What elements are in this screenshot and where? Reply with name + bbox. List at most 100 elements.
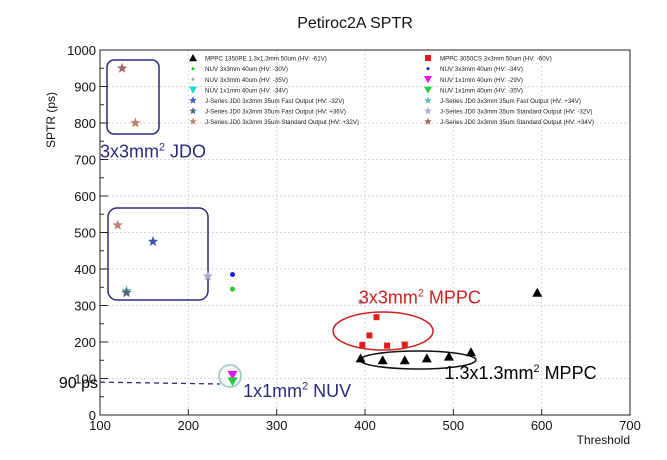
data-point (366, 332, 373, 339)
legend: MPPC 1350PE 1.3x1.3mm 50um (HV: -61V) MPP… (189, 54, 594, 126)
marker-star (424, 107, 432, 115)
marker-circle (426, 67, 430, 71)
series (227, 377, 238, 387)
x-tick-label: 600 (531, 418, 553, 433)
series (116, 62, 128, 73)
legend-label: J-Series JD0 3x3mm 35um Standard Output … (440, 119, 594, 126)
data-point (358, 299, 364, 305)
legend-entry: J-Series JD0 3x3mm 35um Fast Output (HV:… (189, 96, 344, 105)
axis-ticks: 100 200 300 400 500 600 7000100200300400500600… (67, 43, 641, 433)
annotations: 3x3mm2 JDO 3x3mm2 MPPC 1.3x1.3mm2 MPPC 1x1m… (59, 141, 597, 400)
legend-entry: J-Series JD0 3x3mm 35um Fast Output (HV:… (189, 107, 346, 116)
legend-label: NUV 1x1mm 40um (HV: -34V) (205, 87, 288, 94)
series (358, 299, 364, 305)
y-tick-label: 900 (74, 80, 96, 95)
data-point (355, 353, 366, 363)
marker-triangle (189, 54, 197, 62)
legend-label: NUV 3x3mm 40um (HV: -34V) (440, 66, 523, 73)
legend-label: J-Series JD0 3x3mm 35um Fast Output (HV:… (205, 109, 346, 116)
x-tick-label: 400 (354, 418, 376, 433)
legend-entry: J-Series JD0 3x3mm 35um Standard Output … (189, 117, 359, 126)
legend-label: NUV 3x3mm 40um (HV: -30V) (205, 66, 288, 73)
series (112, 117, 141, 230)
marker-circle (191, 77, 195, 81)
legend-label: J-Series JD0 3x3mm 35um Fast Output (HV:… (205, 98, 344, 105)
data-point (230, 271, 235, 277)
x-tick-label: 200 (177, 418, 199, 433)
marker-circle (191, 67, 195, 71)
legend-label: NUV 3x3mm 40um (HV: -35V) (205, 77, 288, 84)
series (227, 370, 238, 380)
marker-star (189, 96, 197, 104)
marker-square (425, 55, 431, 61)
data-point (230, 286, 235, 292)
legend-entry: NUV 3x3mm 40um (HV: -30V) (191, 66, 288, 73)
data-point (421, 353, 432, 363)
annotation-label: 3x3mm2 MPPC (359, 287, 481, 307)
marker-star (189, 107, 197, 115)
series (202, 270, 213, 281)
jdo-high-group-box (106, 59, 160, 135)
legend-entry: NUV 1x1mm 40um (HV: -34V) (189, 86, 288, 94)
x-tick-label: 500 (442, 418, 464, 433)
legend-label: MPPC 1350PE 1.3x1.3mm 50um (HV: -61V) (205, 56, 327, 63)
y-tick-label: 1000 (67, 43, 96, 58)
data-point (373, 314, 380, 321)
y-tick-label: 300 (74, 299, 96, 314)
x-tick-label: 300 (266, 418, 288, 433)
annotation-label: 1x1mm2 NUV (243, 381, 351, 401)
legend-label: MPPC 3050CS 3x3mm 50um (HV: -60V) (440, 56, 552, 63)
annotation-label: 90 ps (59, 375, 98, 392)
y-tick-label: 100 (74, 372, 96, 387)
series (230, 286, 235, 292)
y-tick-label: 500 (74, 226, 96, 241)
reference-90ps-line (99, 381, 221, 385)
data-point (116, 62, 128, 73)
y-tick-label: 600 (74, 189, 96, 204)
series (355, 287, 543, 365)
marker-star (424, 96, 432, 104)
data-point (443, 351, 454, 361)
data-point (227, 377, 238, 387)
data-point (227, 370, 238, 380)
legend-label: NUV 1x1mm 40um (HV: -35V) (440, 87, 523, 94)
series (230, 271, 235, 277)
series (359, 314, 408, 349)
chart-title: Petiroc2A SPTR (297, 15, 413, 32)
data-point (401, 341, 408, 348)
legend-entry: MPPC 1350PE 1.3x1.3mm 50um (HV: -61V) (189, 54, 327, 63)
y-tick-label: 700 (74, 153, 96, 168)
y-tick-label: 0 (89, 408, 96, 423)
data-points (112, 62, 543, 387)
legend-label: J-Series JD0 3x3mm 35um Standard Output … (440, 109, 592, 116)
legend-entry: J-Series JD0 3x3mm 35um Standard Output … (424, 107, 592, 116)
data-point (384, 342, 391, 349)
data-point (399, 355, 410, 365)
legend-label: J-Series JD0 3x3mm 35um Fast Output (HV:… (440, 98, 581, 105)
legend-entry: MPPC 3050CS 3x3mm 50um (HV: -60V) (425, 55, 552, 63)
x-tick-label: 700 (619, 418, 641, 433)
marker-triangle-down (424, 86, 432, 94)
data-point (112, 219, 123, 230)
x-axis-label: Threshold (577, 433, 630, 447)
legend-entry: NUV 3x3mm 40um (HV: -35V) (191, 77, 288, 84)
legend-entry: J-Series JD0 3x3mm 35um Fast Output (HV:… (424, 96, 581, 105)
data-point (121, 287, 132, 298)
data-point (532, 287, 543, 297)
legend-entry: J-Series JD0 3x3mm 35um Standard Output … (424, 117, 594, 126)
jdo-low-group-box (107, 207, 209, 301)
marker-star (424, 117, 432, 125)
marker-star (189, 117, 197, 125)
y-axis-label: SPTR (ps) (44, 92, 58, 148)
series (147, 236, 159, 247)
annotation-label: 1.3x1.3mm2 MPPC (445, 363, 597, 383)
annotation-label: 3x3mm2 JDO (100, 141, 206, 161)
marker-triangle-down (424, 76, 432, 84)
nuv-1x1-group-circle (218, 364, 242, 388)
legend-entry: NUV 1x1mm 40um (HV: -35V) (424, 86, 523, 94)
data-point (466, 347, 476, 357)
data-point (377, 355, 388, 365)
data-point (147, 236, 159, 247)
y-tick-label: 400 (74, 262, 96, 277)
mppc-3x3-group-ellipse (332, 311, 434, 351)
